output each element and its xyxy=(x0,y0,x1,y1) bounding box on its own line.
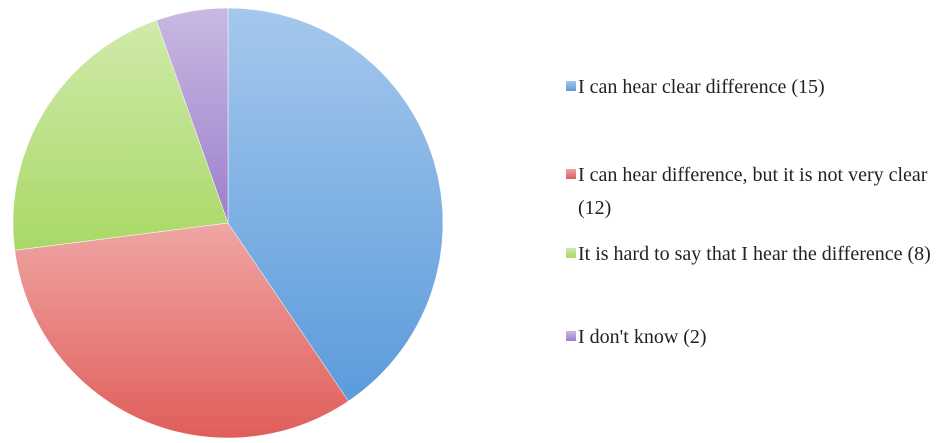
legend-label: I can hear clear difference (15) xyxy=(578,76,825,98)
pie-slice xyxy=(14,222,349,439)
legend-label: I can hear difference, but it is not ver… xyxy=(578,164,932,219)
pie-slice xyxy=(12,19,229,251)
pie-slice xyxy=(227,7,444,402)
legend-line: It is hard to say that I hear the differ… xyxy=(578,243,931,265)
legend-line: I can hear clear difference (15) xyxy=(578,76,825,98)
legend-swatch xyxy=(566,81,576,91)
pie-slice xyxy=(156,7,229,224)
legend-line: (12) xyxy=(578,197,611,219)
legend-line: I can hear difference, but it is not ver… xyxy=(578,164,932,186)
legend-swatch xyxy=(566,331,576,341)
legend-label: I don't know (2) xyxy=(578,326,707,348)
legend-swatch xyxy=(566,169,576,179)
legend-line: I don't know (2) xyxy=(578,326,707,348)
legend-swatch xyxy=(566,248,576,258)
legend-label: It is hard to say that I hear the differ… xyxy=(578,243,931,265)
